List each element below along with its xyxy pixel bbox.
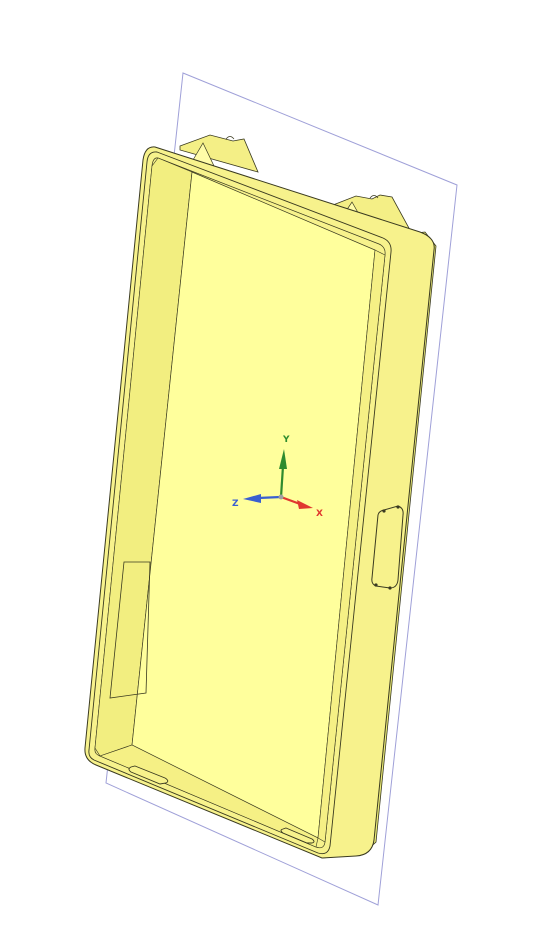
side-port-opening[interactable] bbox=[371, 505, 404, 590]
x-axis-arrow-icon bbox=[297, 500, 313, 509]
z-axis-label: Z bbox=[232, 499, 239, 509]
coordinate-triad: Y Z X bbox=[232, 435, 323, 519]
bottom-slot-left[interactable] bbox=[128, 765, 169, 785]
y-axis-arrow-icon bbox=[279, 449, 287, 469]
x-axis-line bbox=[280, 495, 301, 506]
left-wall-cutout[interactable] bbox=[109, 561, 151, 699]
tray-rim-outer bbox=[88, 151, 392, 855]
origin-marker bbox=[278, 494, 284, 500]
tray-right-inner-wall bbox=[317, 249, 386, 843]
x-axis-label: X bbox=[316, 509, 323, 519]
y-axis-label: Y bbox=[282, 435, 290, 445]
z-axis-arrow-icon bbox=[243, 494, 261, 503]
z-axis-line bbox=[257, 495, 282, 500]
bottom-slot-right[interactable] bbox=[280, 827, 315, 844]
tray-bottom-inner-wall bbox=[99, 744, 319, 848]
y-axis-line bbox=[279, 465, 285, 498]
